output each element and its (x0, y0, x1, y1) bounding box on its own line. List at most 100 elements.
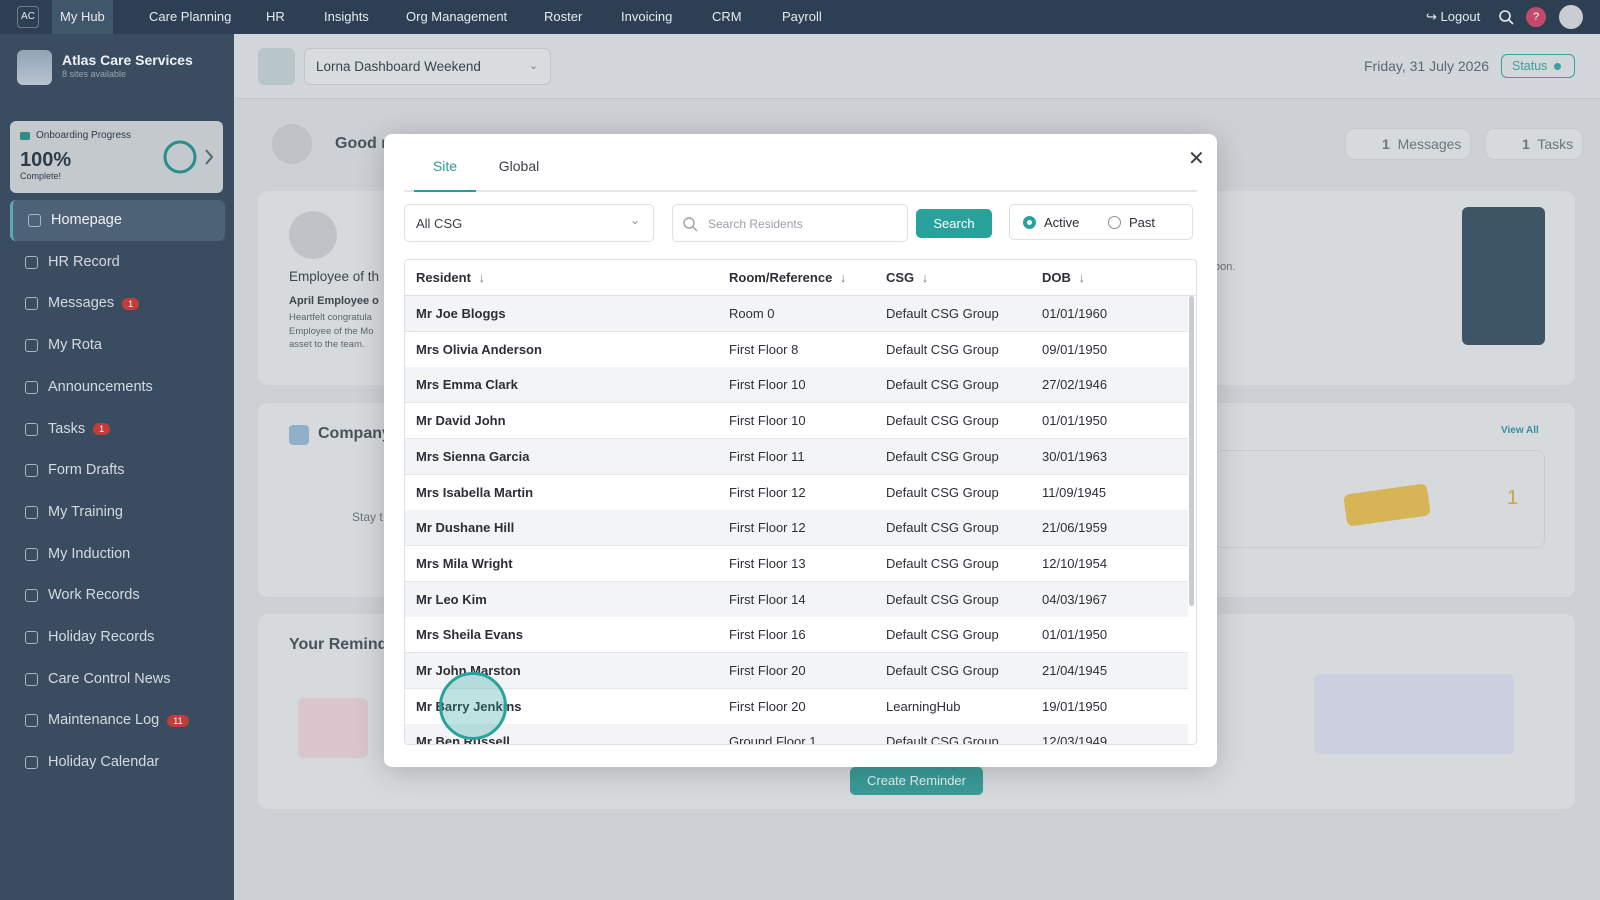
table-row[interactable]: Mrs Olivia Anderson First Floor 8 Default … (405, 331, 1188, 368)
csg-select[interactable]: All CSG ⌄ (404, 204, 654, 242)
dashboard-select[interactable]: Lorna Dashboard Weekend ⌄ (304, 48, 551, 85)
filter-active[interactable]: Active (1044, 215, 1080, 230)
tab-global[interactable]: Global (498, 158, 540, 174)
table-row[interactable]: Mrs Sienna Garcia First Floor 11 Default C… (405, 438, 1188, 475)
resident-name: Mrs Emma Clark (416, 377, 518, 393)
table-row[interactable]: Mr Leo Kim First Floor 14 Default CSG Grou… (405, 581, 1188, 618)
nav-item[interactable]: Payroll (782, 9, 822, 24)
cell: Default CSG Group (886, 627, 999, 643)
column-label: CSG (886, 270, 915, 285)
nav-item[interactable]: My Hub (52, 0, 113, 34)
create-reminder-button[interactable]: Create Reminder (850, 767, 983, 795)
org-name[interactable]: Atlas Care Services (62, 52, 193, 68)
menu-item[interactable]: Care Control News (10, 659, 225, 700)
resident-name: Mrs Mila Wright (416, 555, 513, 571)
column-header[interactable]: Resident ↓ (416, 260, 485, 296)
column-label: Resident (416, 270, 471, 285)
menu-item[interactable]: Tasks 1 (10, 409, 225, 450)
onboarding-status: Complete! (20, 171, 62, 181)
cell: First Floor 16 (729, 627, 806, 643)
resident-name: Mr Dushane Hill (416, 520, 515, 536)
nav-item[interactable]: HR (266, 9, 285, 24)
column-header[interactable]: Room/Reference ↓ (729, 260, 846, 296)
resident-name: Mr Leo Kim (416, 591, 487, 607)
menu-item[interactable]: Homepage (10, 200, 225, 241)
home-button[interactable] (258, 48, 295, 85)
company-title: Company (318, 425, 391, 442)
menu-icon (25, 672, 38, 686)
logout[interactable]: ↪ Logout (1426, 9, 1481, 24)
cell: First Floor 10 (729, 377, 806, 393)
onboarding-card[interactable]: Onboarding Progress 100% Complete! (10, 121, 223, 193)
menu-icon (25, 464, 38, 478)
cell: First Floor 12 (729, 520, 806, 536)
nav-item[interactable]: Insights (324, 9, 369, 24)
menu-item[interactable]: HR Record (10, 242, 225, 283)
search-icon (683, 217, 698, 232)
tasks-pill[interactable]: 1 Tasks (1485, 128, 1583, 160)
nav-item[interactable]: Org Management (406, 9, 508, 24)
onboarding-title: Onboarding Progress (36, 130, 132, 141)
user-avatar[interactable] (1559, 5, 1583, 29)
search-icon[interactable] (1498, 9, 1514, 25)
search-input[interactable]: Search Residents (672, 204, 908, 242)
table-row[interactable]: Mr Ben Russell Ground Floor 1 Default CSG … (405, 724, 1188, 745)
nav-item[interactable]: CRM (712, 9, 742, 24)
column-header[interactable]: DOB ↓ (1042, 260, 1085, 296)
menu-item[interactable]: Form Drafts (10, 450, 225, 491)
employee-subtitle: April Employee o (289, 295, 379, 307)
tab-site[interactable]: Site (414, 158, 476, 192)
cell: First Floor 20 (729, 698, 806, 714)
tasks-label: Tasks (1537, 136, 1574, 152)
status-dot (1554, 63, 1562, 70)
table-row[interactable]: Mrs Isabella Martin First Floor 12 Default… (405, 474, 1188, 511)
menu-icon (25, 547, 38, 561)
menu-item[interactable]: My Rota (10, 325, 225, 366)
close-button[interactable]: ✕ (1188, 148, 1205, 170)
menu-item[interactable]: Holiday Records (10, 617, 225, 658)
company-text: Stay t (352, 510, 383, 524)
radio-past[interactable] (1108, 216, 1121, 229)
megaphone-icon (289, 425, 309, 445)
menu-item[interactable]: My Induction (10, 534, 225, 575)
logo[interactable]: AC (17, 6, 39, 28)
nav-item[interactable]: Roster (544, 9, 583, 24)
click-indicator (439, 672, 507, 740)
menu-item[interactable]: Announcements (10, 367, 225, 408)
menu-item[interactable]: Maintenance Log 11 (10, 700, 225, 741)
search-button[interactable]: Search (916, 209, 992, 238)
messages-pill[interactable]: 1 Messages (1345, 128, 1471, 160)
menu-label: Messages (48, 295, 115, 312)
menu-item[interactable]: Messages 1 (10, 283, 225, 324)
table-row[interactable]: Mrs Sheila Evans First Floor 16 Default CS… (405, 617, 1188, 654)
radio-active[interactable] (1023, 216, 1036, 229)
table-row[interactable]: Mr David John First Floor 10 Default CSG G… (405, 403, 1188, 440)
cell: 21/04/1945 (1042, 663, 1108, 678)
scrollbar[interactable] (1189, 296, 1194, 606)
menu-item[interactable]: My Training (10, 492, 225, 533)
org-logo (17, 50, 52, 85)
table-row[interactable]: Mrs Emma Clark First Floor 10 Default CSG … (405, 367, 1188, 404)
filter-past[interactable]: Past (1129, 215, 1156, 230)
cell: Ground Floor 1 (729, 734, 817, 745)
nav-item[interactable]: Invoicing (621, 9, 673, 24)
cell: Default CSG Group (886, 341, 999, 357)
resident-name: Mr John Marston (416, 663, 521, 678)
menu-item[interactable]: Holiday Calendar (10, 742, 225, 783)
view-all[interactable]: View All (1501, 425, 1539, 436)
column-header[interactable]: CSG ↓ (886, 260, 928, 296)
menu-item[interactable]: Work Records (10, 575, 225, 616)
help-button[interactable]: ? (1526, 7, 1546, 27)
status-pill[interactable]: Status (1501, 54, 1575, 78)
employee-avatar (289, 211, 337, 259)
table-row[interactable]: Mrs Mila Wright First Floor 13 Default CSG… (405, 545, 1188, 582)
date: Friday, 31 July 2026 (1364, 58, 1490, 74)
tab-divider (404, 190, 1197, 192)
column-label: DOB (1042, 270, 1071, 285)
table-row[interactable]: Mr Barry Jenkins First Floor 20 LearningHu… (405, 688, 1188, 725)
table-row[interactable]: Mr Joe Bloggs Room 0 Default CSG Group 01/0… (405, 296, 1188, 332)
employee-text-line: asset to the team. (289, 339, 365, 350)
table-row[interactable]: Mr Dushane Hill First Floor 12 Default CSG… (405, 510, 1188, 547)
nav-item[interactable]: Care Planning (149, 9, 232, 24)
table-row[interactable]: Mr John Marston First Floor 20 Default CSG… (405, 653, 1188, 689)
